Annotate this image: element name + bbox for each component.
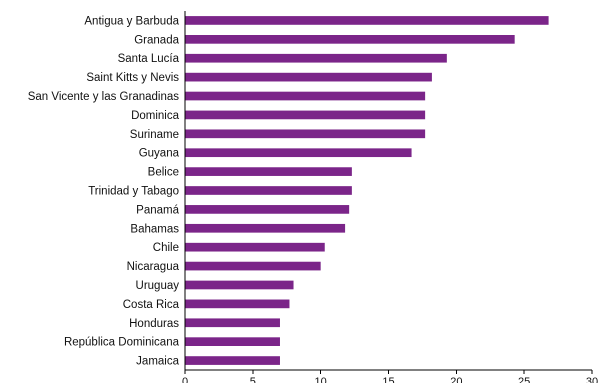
bar: [185, 167, 352, 176]
bar: [185, 318, 280, 328]
category-label: Granada: [134, 34, 179, 46]
category-label: República Dominicana: [64, 337, 180, 349]
category-label: Saint Kitts y Nevis: [86, 72, 179, 84]
bar: [185, 110, 426, 120]
category-label: San Vicente y las Granadinas: [28, 91, 180, 103]
x-tick-label: 5: [250, 376, 256, 383]
category-label: Honduras: [129, 318, 179, 330]
x-axis-ticks: 0 5 10 15 20 25 30: [182, 370, 598, 383]
x-tick-label: 25: [518, 376, 530, 383]
bar: [185, 186, 352, 195]
bar: [185, 223, 346, 233]
category-label: Guyana: [139, 148, 180, 160]
bar: [185, 72, 432, 82]
bar: [185, 16, 549, 25]
x-tick-label: 30: [586, 376, 598, 383]
x-tick-label: 20: [450, 376, 462, 383]
category-label: Dominica: [131, 110, 180, 122]
bar: [185, 299, 290, 309]
category-label: Costa Rica: [123, 299, 180, 311]
bar: [185, 129, 426, 139]
bar: [185, 337, 280, 346]
category-label: Antigua y Barbuda: [84, 15, 179, 27]
x-tick-label: 0: [182, 376, 188, 383]
category-label: Nicaragua: [127, 261, 180, 273]
category-label: Panamá: [136, 204, 179, 216]
category-label: Santa Lucía: [118, 53, 180, 65]
bar: [185, 53, 447, 63]
bar: [185, 280, 294, 290]
bar: [185, 242, 325, 252]
bars-group: [185, 16, 549, 365]
category-label: Uruguay: [136, 280, 180, 292]
bar: [185, 148, 412, 158]
category-labels: Antigua y Barbuda Granada Santa Lucía Saint…: [28, 15, 180, 367]
category-label: Chile: [153, 242, 179, 254]
category-label: Bahamas: [130, 223, 179, 235]
category-label: Jamaica: [136, 356, 179, 368]
bar: [185, 205, 350, 214]
bar: [185, 91, 426, 101]
x-tick-label: 15: [382, 376, 394, 383]
category-label: Belice: [148, 167, 179, 179]
category-label: Suriname: [130, 129, 179, 141]
bar: [185, 35, 515, 44]
bar: [185, 261, 321, 271]
x-tick-label: 10: [315, 376, 327, 383]
category-label: Trinidad y Tabago: [88, 186, 179, 198]
bar: [185, 356, 280, 365]
